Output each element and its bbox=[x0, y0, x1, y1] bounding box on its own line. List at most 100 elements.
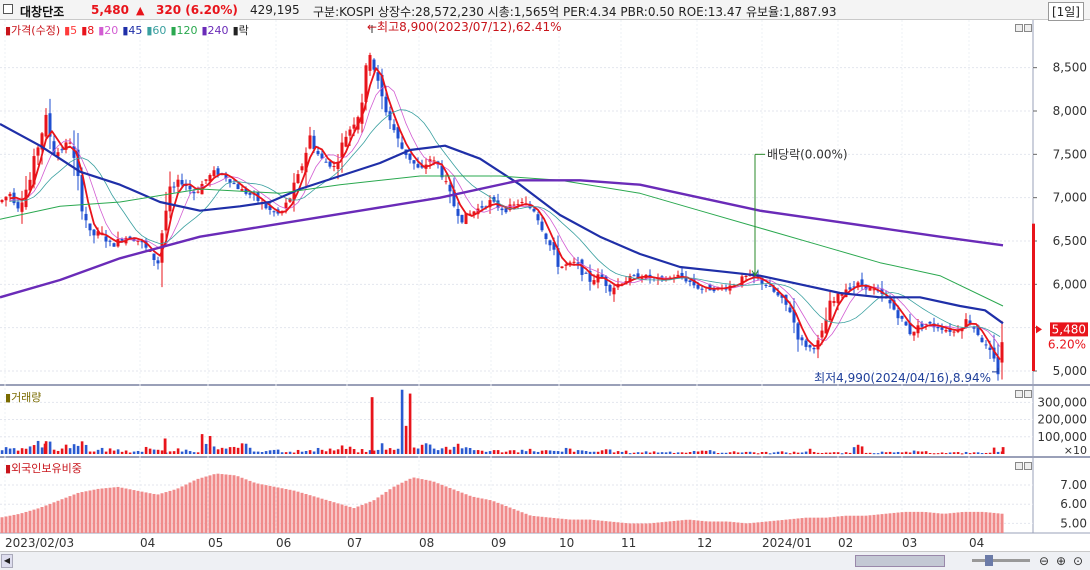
zoom-reset-icon[interactable]: ⊙ bbox=[1072, 554, 1084, 568]
foreign-bar bbox=[492, 501, 496, 533]
volume-bar bbox=[784, 452, 788, 454]
volume-bar bbox=[780, 451, 784, 454]
close-button[interactable] bbox=[1024, 462, 1032, 470]
candle-body bbox=[224, 174, 228, 179]
foreign-bar bbox=[208, 475, 212, 533]
volume-bar bbox=[464, 447, 468, 454]
volume-bar bbox=[660, 452, 664, 454]
volume-bar bbox=[16, 450, 20, 454]
scroll-bar[interactable]: ◀ ⊖ ⊕ ⊙ bbox=[0, 551, 1090, 570]
candle-body bbox=[68, 142, 72, 144]
volume-bar bbox=[364, 451, 368, 454]
volume-bar bbox=[860, 446, 864, 454]
foreign-bar bbox=[504, 505, 508, 533]
volume-bar bbox=[420, 444, 424, 454]
legend-item[interactable]: ▮가격(수정) bbox=[5, 24, 61, 37]
volume-bar bbox=[140, 451, 144, 454]
x-tick-label: 06 bbox=[276, 536, 291, 550]
volume-bar bbox=[136, 450, 140, 454]
zoom-slider[interactable] bbox=[972, 559, 1030, 562]
close-button[interactable] bbox=[1024, 24, 1032, 32]
volume-bar bbox=[684, 452, 688, 454]
candle-body bbox=[284, 202, 288, 209]
minimize-button[interactable] bbox=[1015, 390, 1023, 398]
foreign-bar bbox=[644, 523, 648, 533]
candle-body bbox=[856, 282, 860, 287]
zoom-in-icon[interactable]: ⊕ bbox=[1055, 554, 1067, 568]
legend-item[interactable]: ▮240 bbox=[201, 24, 229, 37]
foreign-bar bbox=[656, 522, 660, 533]
scroll-thumb[interactable] bbox=[855, 555, 945, 567]
foreign-bar bbox=[424, 479, 428, 533]
legend-item[interactable]: ▮락 bbox=[232, 24, 249, 37]
legend-item[interactable]: ▮20 bbox=[98, 24, 119, 37]
ma8-line bbox=[9, 67, 1001, 361]
foreign-bar bbox=[880, 514, 884, 533]
foreign-bar bbox=[12, 514, 16, 533]
volume-bar bbox=[632, 452, 636, 454]
candle-body bbox=[352, 124, 356, 129]
candle-body bbox=[852, 286, 856, 288]
y-tick-label: 7,500 bbox=[1053, 147, 1087, 161]
candle-body bbox=[868, 287, 872, 291]
period-selector[interactable]: [1일] bbox=[1047, 2, 1084, 21]
volume-bar bbox=[132, 451, 136, 454]
foreign-bar bbox=[68, 496, 72, 533]
candle-body bbox=[900, 315, 904, 319]
candle-body bbox=[500, 208, 504, 211]
foreign-bar bbox=[696, 520, 700, 533]
volume-bar bbox=[284, 452, 288, 454]
scroll-left-button[interactable]: ◀ bbox=[1, 554, 13, 568]
legend-item[interactable]: ▮60 bbox=[146, 24, 167, 37]
volume-bar bbox=[280, 452, 284, 454]
foreign-bar bbox=[548, 517, 552, 533]
candle-body bbox=[836, 293, 840, 304]
minimize-button[interactable] bbox=[1015, 24, 1023, 32]
foreign-bar bbox=[700, 520, 704, 533]
foreign-bar bbox=[408, 478, 412, 533]
foreign-bar bbox=[572, 519, 576, 533]
zoom-slider-handle[interactable] bbox=[985, 555, 993, 566]
legend-item[interactable]: ▮8 bbox=[81, 24, 95, 37]
legend-item[interactable]: ▮45 bbox=[122, 24, 143, 37]
volume-bar bbox=[964, 451, 968, 454]
candle-body bbox=[376, 72, 380, 81]
candle-body bbox=[636, 273, 640, 279]
zoom-out-icon[interactable]: ⊖ bbox=[1038, 554, 1050, 568]
candle-body bbox=[296, 174, 300, 184]
legend-item[interactable]: ▮5 bbox=[64, 24, 78, 37]
foreign-bar bbox=[16, 514, 20, 533]
candle-body bbox=[360, 102, 364, 124]
foreign-bar bbox=[276, 487, 280, 533]
select-checkbox[interactable] bbox=[3, 4, 13, 14]
candle-body bbox=[780, 294, 784, 298]
candle-body bbox=[440, 165, 444, 178]
foreign-bar bbox=[616, 522, 620, 533]
candle-body bbox=[688, 280, 692, 282]
foreign-bar bbox=[332, 502, 336, 533]
candle-body bbox=[660, 276, 664, 278]
minimize-button[interactable] bbox=[1015, 462, 1023, 470]
foreign-bar bbox=[32, 509, 36, 533]
current-price-pointer bbox=[1036, 325, 1042, 334]
volume-bar bbox=[348, 446, 352, 454]
foreign-bar bbox=[48, 503, 52, 533]
volume-bar bbox=[336, 449, 340, 454]
candle-body bbox=[44, 114, 48, 137]
volume-bar bbox=[596, 451, 600, 454]
volume-bar bbox=[360, 449, 364, 454]
foreign-bar bbox=[596, 520, 600, 533]
foreign-bar bbox=[216, 473, 220, 533]
candle-body bbox=[640, 278, 644, 280]
volume-bar bbox=[152, 449, 156, 454]
foreign-bar bbox=[584, 519, 588, 533]
foreign-bar bbox=[520, 512, 524, 533]
volume-bar bbox=[876, 453, 880, 455]
foreign-bar bbox=[936, 513, 940, 533]
foreign-bar bbox=[972, 511, 976, 533]
legend-item[interactable]: ▮120 bbox=[170, 24, 198, 37]
foreign-bar bbox=[568, 519, 572, 533]
volume-bar bbox=[144, 446, 148, 454]
volume-tick-label: 100,000 bbox=[1037, 430, 1087, 444]
close-button[interactable] bbox=[1024, 390, 1032, 398]
